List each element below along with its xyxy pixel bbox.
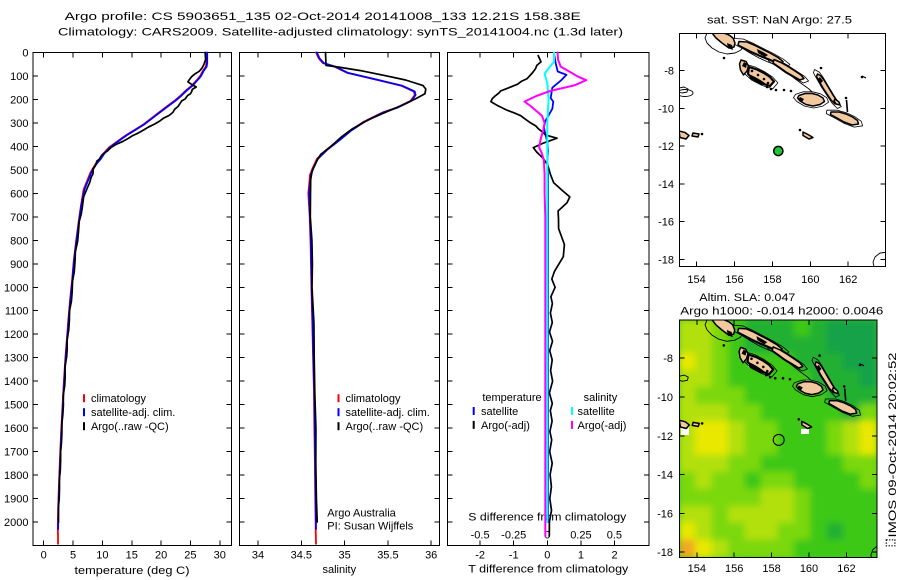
svg-text:162: 162 <box>837 563 855 575</box>
svg-text:158: 158 <box>763 274 781 286</box>
svg-text:154: 154 <box>687 274 705 286</box>
svg-text:-14: -14 <box>658 179 674 191</box>
svg-text:-8: -8 <box>664 66 674 78</box>
svg-text:1200: 1200 <box>4 329 28 341</box>
svg-text:sat. SST: NaN Argo: 27.5: sat. SST: NaN Argo: 27.5 <box>707 14 852 26</box>
svg-text:34.5: 34.5 <box>291 550 312 562</box>
svg-text:temperature: temperature <box>482 392 541 404</box>
svg-text:154: 154 <box>688 563 706 575</box>
svg-text:1100: 1100 <box>5 306 29 318</box>
svg-text:34: 34 <box>252 550 264 562</box>
svg-text:162: 162 <box>839 274 857 286</box>
svg-text:-18: -18 <box>657 547 673 559</box>
svg-text:satellite: satellite <box>578 406 615 418</box>
svg-text:-16: -16 <box>657 508 673 520</box>
svg-text:-2: -2 <box>475 550 485 562</box>
svg-text:Argo profile: CS 5903651_135 0: Argo profile: CS 5903651_135 02-Oct-2014… <box>65 11 581 23</box>
svg-text:-0.5: -0.5 <box>471 529 490 541</box>
svg-text:1: 1 <box>578 550 584 562</box>
svg-text:20: 20 <box>155 550 167 562</box>
svg-text:Altim. SLA: 0.047: Altim. SLA: 0.047 <box>699 292 795 304</box>
svg-text:T difference from climatology: T difference from climatology <box>468 564 629 576</box>
svg-text:500: 500 <box>10 165 28 177</box>
svg-text:Argo(-adj): Argo(-adj) <box>578 420 627 432</box>
svg-text:0.5: 0.5 <box>607 529 622 541</box>
svg-text:1500: 1500 <box>4 400 28 412</box>
svg-text:1600: 1600 <box>4 423 28 435</box>
svg-text:-12: -12 <box>657 431 673 443</box>
svg-text:-14: -14 <box>657 470 673 482</box>
svg-text:Argo(-adj): Argo(-adj) <box>481 420 530 432</box>
svg-text:2000: 2000 <box>4 517 28 529</box>
svg-text:25: 25 <box>184 550 196 562</box>
svg-text:salinity: salinity <box>584 392 618 404</box>
svg-text:800: 800 <box>10 235 28 247</box>
svg-text:-0.25: -0.25 <box>501 529 526 541</box>
svg-text:0: 0 <box>41 550 47 562</box>
svg-text:satellite-adj. clim.: satellite-adj. clim. <box>91 407 175 419</box>
svg-text:-10: -10 <box>658 103 674 115</box>
svg-text:-12: -12 <box>658 141 674 153</box>
svg-text:300: 300 <box>10 118 28 130</box>
svg-text:2: 2 <box>611 550 617 562</box>
svg-text:160: 160 <box>800 563 818 575</box>
svg-text:Climatology: CARS2009. Satelli: Climatology: CARS2009. Satellite-adjuste… <box>58 26 623 38</box>
svg-text:satellite: satellite <box>481 406 518 418</box>
svg-text:Argo(..raw -QC): Argo(..raw -QC) <box>91 421 169 433</box>
svg-text:-8: -8 <box>663 353 673 365</box>
svg-text:-18: -18 <box>658 255 674 267</box>
svg-text:700: 700 <box>10 212 28 224</box>
svg-text:36: 36 <box>425 550 437 562</box>
svg-text:160: 160 <box>801 274 819 286</box>
svg-text:30: 30 <box>214 550 226 562</box>
svg-text:600: 600 <box>10 188 28 200</box>
svg-text:-10: -10 <box>657 392 673 404</box>
svg-text:Argo h1000: -0.014 h2000: 0.00: Argo h1000: -0.014 h2000: 0.0046 <box>680 305 883 317</box>
svg-text:15: 15 <box>126 550 138 562</box>
svg-text:-1: -1 <box>509 550 519 562</box>
svg-text:climatology: climatology <box>346 393 402 405</box>
svg-text:156: 156 <box>725 563 743 575</box>
svg-text:PI: Susan Wijffels: PI: Susan Wijffels <box>327 521 413 533</box>
svg-text:5: 5 <box>70 550 76 562</box>
svg-text:1900: 1900 <box>4 494 28 506</box>
svg-text:Argo(..raw -QC): Argo(..raw -QC) <box>346 421 424 433</box>
svg-text:0: 0 <box>22 48 28 60</box>
svg-text:0.25: 0.25 <box>570 529 591 541</box>
svg-text:Argo Australia: Argo Australia <box>327 508 396 520</box>
svg-text:10: 10 <box>96 550 108 562</box>
svg-text:satellite-adj. clim.: satellite-adj. clim. <box>346 407 430 419</box>
svg-text:1800: 1800 <box>4 470 28 482</box>
svg-text:200: 200 <box>10 95 28 107</box>
svg-text:1300: 1300 <box>4 353 28 365</box>
svg-text:temperature (deg C): temperature (deg C) <box>75 565 190 577</box>
svg-text:900: 900 <box>10 259 28 271</box>
svg-text:0: 0 <box>544 529 550 541</box>
svg-text:100: 100 <box>10 71 28 83</box>
svg-text:-16: -16 <box>658 217 674 229</box>
svg-text:400: 400 <box>10 141 28 153</box>
svg-text:158: 158 <box>762 563 780 575</box>
svg-text:156: 156 <box>725 274 743 286</box>
svg-text:0: 0 <box>544 550 550 562</box>
svg-text:35: 35 <box>338 550 350 562</box>
svg-text:1400: 1400 <box>4 376 28 388</box>
svg-text:1000: 1000 <box>4 282 28 294</box>
svg-text:IMOS 09-Oct-2014 20:02:52: IMOS 09-Oct-2014 20:02:52 <box>887 353 899 538</box>
svg-text:climatology: climatology <box>91 393 147 405</box>
svg-text:1700: 1700 <box>4 447 28 459</box>
svg-text:35.5: 35.5 <box>377 550 398 562</box>
svg-text:salinity: salinity <box>322 564 356 576</box>
